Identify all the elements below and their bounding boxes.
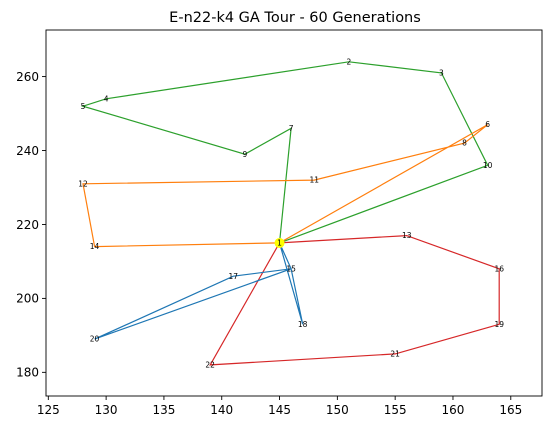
node-label-21: 21 — [390, 349, 400, 358]
node-label-18: 18 — [298, 320, 308, 329]
route-line-2 — [82, 124, 489, 248]
y-tick-label: 240 — [16, 144, 39, 158]
x-tick-label: 160 — [442, 403, 465, 417]
y-tick-label: 180 — [16, 366, 39, 380]
y-tick-label: 200 — [16, 292, 39, 306]
x-tick-label: 165 — [499, 403, 522, 417]
node-label-6: 6 — [485, 120, 490, 129]
node-label-10: 10 — [483, 161, 493, 170]
x-axis: 125 130 135 140 145 150 155 160 165 — [37, 396, 522, 417]
route-line-1 — [80, 61, 489, 244]
chart-title: E-n22-k4 GA Tour - 60 Generations — [169, 10, 421, 26]
x-tick-label: 130 — [95, 403, 118, 417]
node-label-4: 4 — [104, 94, 109, 103]
node-label-7: 7 — [289, 124, 294, 133]
x-tick-label: 155 — [384, 403, 407, 417]
y-axis: 180 200 220 240 260 — [16, 70, 46, 380]
route-line-3 — [209, 234, 500, 366]
node-label-1: 1 — [277, 239, 282, 248]
routes-layer — [80, 61, 500, 366]
x-tick-label: 140 — [210, 403, 233, 417]
node-label-5: 5 — [81, 102, 86, 111]
y-tick-label: 220 — [16, 218, 39, 232]
node-label-22: 22 — [205, 361, 215, 370]
node-label-9: 9 — [242, 150, 247, 159]
node-label-15: 15 — [286, 264, 296, 273]
node-label-12: 12 — [78, 179, 88, 188]
node-label-17: 17 — [229, 272, 239, 281]
x-tick-label: 145 — [268, 403, 291, 417]
x-tick-label: 125 — [37, 403, 60, 417]
node-label-8: 8 — [462, 139, 467, 148]
depot-marker — [274, 237, 285, 248]
node-label-14: 14 — [90, 242, 100, 251]
x-tick-label: 135 — [152, 403, 175, 417]
x-tick-label: 150 — [326, 403, 349, 417]
node-label-20: 20 — [90, 335, 100, 344]
node-label-11: 11 — [309, 176, 319, 185]
route-line-4 — [94, 242, 304, 340]
node-label-16: 16 — [494, 264, 504, 273]
node-label-19: 19 — [494, 320, 504, 329]
plot-area — [45, 29, 543, 397]
node-label-13: 13 — [402, 231, 412, 240]
y-tick-label: 260 — [16, 70, 39, 84]
node-label-2: 2 — [347, 57, 352, 66]
node-label-3: 3 — [439, 68, 444, 77]
